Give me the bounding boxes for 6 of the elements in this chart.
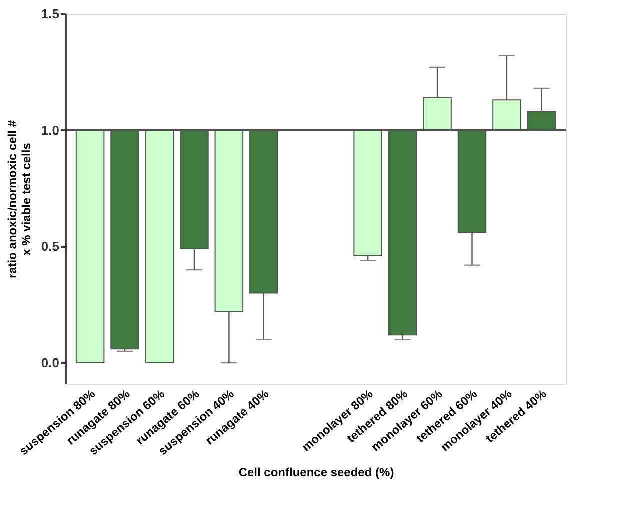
y-tick-label: 1.5 [41,6,60,22]
x-axis-title: Cell confluence seeded (%) [238,465,394,480]
y-axis-title: ratio anoxic/normoxic cell # x % viable test cells [5,120,34,279]
y-tick-label: 0.5 [41,239,60,254]
y-tick-label: 0.0 [41,356,60,371]
y-tick-label: 1.0 [41,122,60,138]
